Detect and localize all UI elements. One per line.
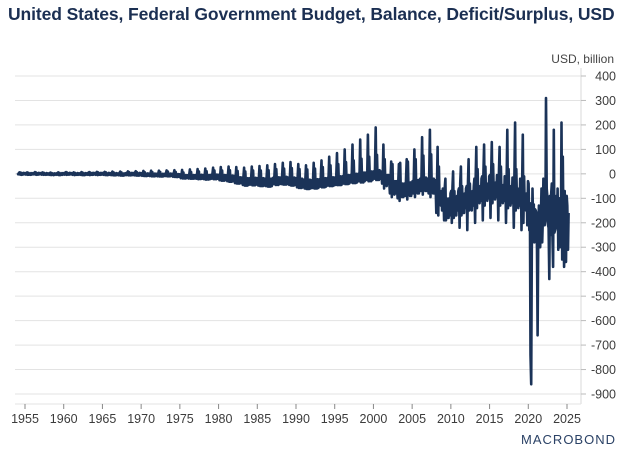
y-tick-label: 300 (595, 94, 616, 108)
x-tick-label: 1970 (127, 412, 155, 426)
y-tick-label: -600 (591, 314, 616, 328)
macrobond-logo: MACROBOND (521, 432, 616, 447)
gridlines (15, 75, 581, 395)
y-tick-label: -200 (591, 216, 616, 230)
y-tick-label: -700 (591, 339, 616, 353)
x-tick-label: 2015 (476, 412, 504, 426)
y-tick-label: -800 (591, 363, 616, 377)
x-tick-label: 1955 (11, 412, 39, 426)
x-axis: 1955 1960 1965 1970 1975 1980 1985 1990 1995 2000… (11, 403, 581, 426)
x-tick-label: 1980 (205, 412, 233, 426)
x-tick-label: 2025 (553, 412, 581, 426)
y-tick-label: -500 (591, 290, 616, 304)
y-axis-unit-label: USD, billion (551, 52, 614, 66)
y-tick-label: -100 (591, 192, 616, 206)
y-tick-label: 0 (609, 167, 616, 181)
y-tick-label: 200 (595, 118, 616, 132)
y-tick-label: -300 (591, 241, 616, 255)
x-tick-label: 1990 (282, 412, 310, 426)
y-axis: 400 300 200 100 0 -100 -200 -300 -400 -500 -600 -70… (580, 68, 616, 404)
x-tick-label: 2020 (514, 412, 542, 426)
y-tick-label: 100 (595, 143, 616, 157)
x-tick-label: 1975 (166, 412, 194, 426)
x-tick-label: 1965 (89, 412, 117, 426)
series-line-budget-balance (16, 96, 570, 386)
x-tick-label: 2010 (437, 412, 465, 426)
y-tick-label: 400 (595, 70, 616, 84)
x-tick-label: 1985 (243, 412, 271, 426)
y-tick-label: -900 (591, 388, 616, 402)
x-tick-label: 1995 (321, 412, 349, 426)
y-tick-label: -400 (591, 265, 616, 279)
chart-title: United States, Federal Government Budget… (8, 4, 615, 24)
x-tick-label: 2005 (398, 412, 426, 426)
series-group (16, 96, 570, 386)
x-tick-label: 1960 (50, 412, 78, 426)
x-tick-label: 2000 (360, 412, 388, 426)
